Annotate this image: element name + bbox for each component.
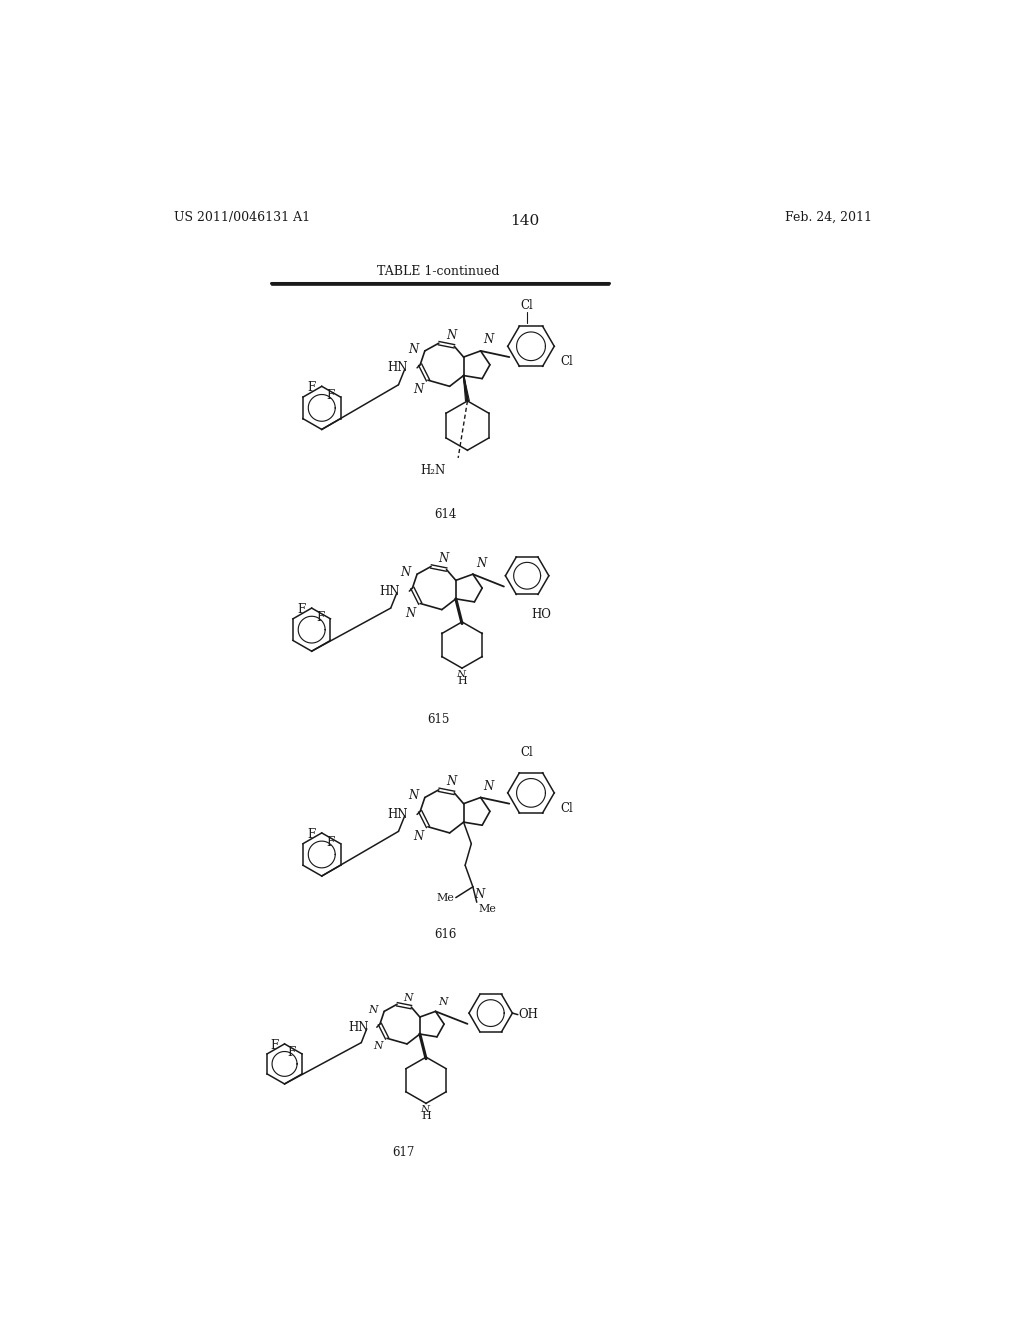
Text: OH: OH: [518, 1008, 539, 1022]
Text: Feb. 24, 2011: Feb. 24, 2011: [785, 211, 872, 224]
Text: N: N: [409, 789, 419, 803]
Text: Cl: Cl: [560, 801, 573, 814]
Text: N: N: [369, 1005, 378, 1015]
Text: F: F: [307, 381, 315, 395]
Text: F: F: [297, 603, 305, 616]
Text: N: N: [406, 607, 416, 619]
Text: N: N: [373, 1041, 382, 1051]
Text: HN: HN: [380, 585, 400, 598]
Text: N: N: [483, 333, 494, 346]
Text: N: N: [438, 997, 449, 1007]
Text: H₂N: H₂N: [421, 465, 445, 477]
Text: US 2011/0046131 A1: US 2011/0046131 A1: [174, 211, 310, 224]
Text: Me: Me: [478, 904, 497, 913]
Text: N: N: [474, 888, 484, 902]
Text: N: N: [483, 780, 494, 793]
Text: F: F: [270, 1039, 279, 1052]
Text: F: F: [326, 389, 335, 403]
Text: HN: HN: [387, 808, 408, 821]
Text: F: F: [326, 836, 335, 849]
Text: 140: 140: [510, 214, 540, 228]
Text: 615: 615: [427, 713, 450, 726]
Text: F: F: [288, 1045, 296, 1059]
Text: HN: HN: [387, 362, 408, 375]
Text: 616: 616: [434, 928, 457, 941]
Text: N: N: [400, 566, 411, 579]
Text: N: N: [409, 343, 419, 356]
Text: TABLE 1-continued: TABLE 1-continued: [377, 265, 500, 277]
Text: N: N: [420, 1105, 429, 1114]
Text: N: N: [446, 775, 457, 788]
Text: HN: HN: [348, 1020, 369, 1034]
Text: N: N: [446, 329, 457, 342]
Text: H: H: [421, 1111, 431, 1121]
Text: Cl: Cl: [560, 355, 573, 368]
Text: N: N: [403, 993, 413, 1002]
Text: N: N: [413, 830, 423, 843]
Text: 617: 617: [392, 1146, 415, 1159]
Text: 614: 614: [434, 508, 457, 521]
Text: H: H: [457, 676, 467, 686]
Text: N: N: [413, 383, 423, 396]
Text: Me: Me: [436, 892, 455, 903]
Text: F: F: [316, 611, 325, 624]
Text: Cl: Cl: [521, 300, 534, 313]
Text: F: F: [307, 828, 315, 841]
Text: N: N: [476, 557, 486, 570]
Text: Cl: Cl: [521, 746, 534, 759]
Text: HO: HO: [531, 609, 551, 622]
Text: N: N: [456, 669, 465, 678]
Text: N: N: [438, 552, 449, 565]
